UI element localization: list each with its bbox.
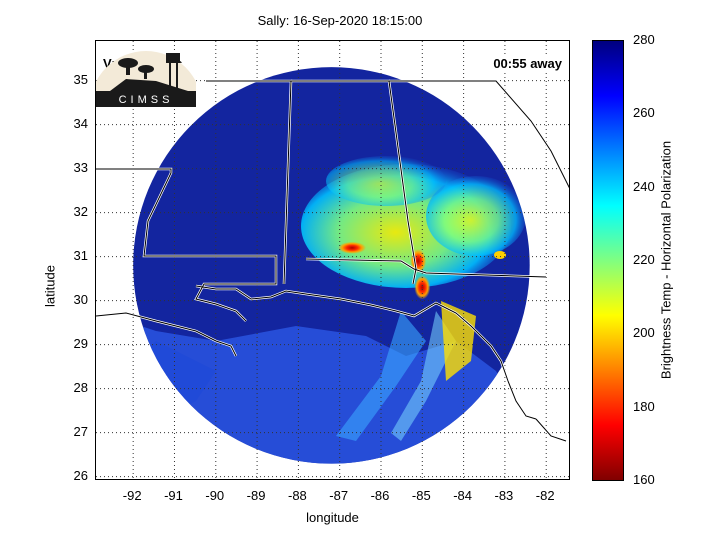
colorbar-tick-label: 240 bbox=[633, 178, 655, 194]
y-tick-label: 33 bbox=[73, 159, 88, 175]
x-tick-label: -87 bbox=[329, 488, 349, 503]
colorbar-tick-label: 280 bbox=[633, 32, 655, 47]
colorbar-label: Brightness Temp - Horizontal Polarizatio… bbox=[658, 140, 674, 380]
x-tick-label: -92 bbox=[122, 488, 142, 503]
y-tick-label: 32 bbox=[73, 203, 88, 219]
y-tick-label: 35 bbox=[73, 71, 88, 87]
x-tick-label: -90 bbox=[205, 488, 225, 503]
time-away-annotation: 00:55 away bbox=[489, 55, 566, 72]
x-tick-label: -84 bbox=[453, 488, 472, 503]
spiral-band-2 bbox=[391, 311, 456, 441]
x-axis-label: longitude bbox=[306, 510, 359, 525]
spiral-band-core bbox=[441, 301, 476, 381]
x-tick-label: -82 bbox=[535, 488, 555, 503]
cimss-logo: CIMSS bbox=[96, 51, 196, 107]
colorbar-tick-label: 160 bbox=[633, 472, 655, 487]
colorbar-tick-label: 180 bbox=[633, 398, 655, 414]
cell-east bbox=[494, 251, 506, 259]
x-tick-label: -89 bbox=[246, 488, 266, 503]
microwave-swath-map bbox=[96, 41, 569, 479]
y-tick-label: 30 bbox=[73, 291, 88, 307]
y-tick-label: 28 bbox=[73, 379, 88, 395]
y-tick-label: 31 bbox=[73, 247, 88, 263]
state-boundaries-core bbox=[96, 80, 569, 442]
x-tick-label: -85 bbox=[411, 488, 431, 503]
y-tick-label: 34 bbox=[73, 115, 88, 131]
plot-area: Vmax: 59 kts 00:55 away CIMSS bbox=[95, 40, 570, 480]
x-tick-label: -83 bbox=[494, 488, 514, 503]
x-tick-label: -88 bbox=[287, 488, 307, 503]
y-tick-label: 29 bbox=[73, 335, 88, 351]
colorbar-tick-label: 200 bbox=[633, 325, 655, 341]
logo-text: CIMSS bbox=[119, 94, 174, 106]
rainband-east bbox=[426, 176, 526, 256]
y-tick-label: 27 bbox=[73, 423, 88, 439]
spiral-band-1 bbox=[336, 311, 426, 441]
chart-title: Sally: 16-Sep-2020 18:15:00 bbox=[257, 13, 423, 28]
colorbar-tick-label: 220 bbox=[633, 252, 655, 267]
x-tick-label: -86 bbox=[370, 488, 390, 503]
colorbar bbox=[592, 40, 624, 481]
rainband-north bbox=[326, 156, 446, 206]
y-axis-label: latitude bbox=[42, 265, 58, 307]
cold-core-1 bbox=[338, 241, 367, 254]
x-tick-label: -91 bbox=[164, 488, 183, 503]
cold-core-3 bbox=[414, 275, 431, 300]
colorbar-tick-label: 260 bbox=[633, 105, 655, 121]
y-tick-label: 26 bbox=[73, 467, 88, 483]
